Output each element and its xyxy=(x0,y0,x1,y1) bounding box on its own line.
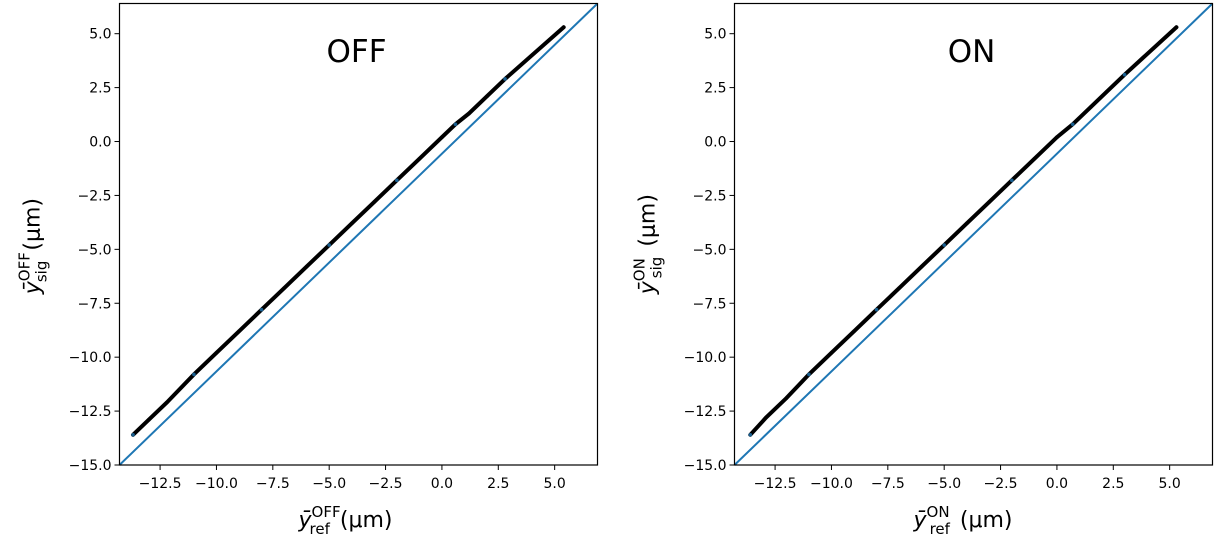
scatter-point xyxy=(165,400,169,405)
y-axis-label: ȳOFFsig(μm) xyxy=(16,198,51,295)
scatter-point xyxy=(440,135,444,140)
x-tick-label: −7.5 xyxy=(871,476,905,492)
scatter-point xyxy=(561,25,566,30)
scatter-point xyxy=(485,94,489,99)
scatter-point xyxy=(784,396,789,400)
x-axis-label: ȳON ref (μm) xyxy=(913,503,1013,538)
scatter-point xyxy=(304,264,309,269)
plot-frame xyxy=(118,2,599,466)
y-tick-label: −5.0 xyxy=(78,242,112,258)
y-tick-label: 5.0 xyxy=(89,27,111,43)
y-tick-label: −12.5 xyxy=(69,404,112,420)
scatter-point xyxy=(1070,122,1075,127)
scatter-point xyxy=(987,200,992,204)
scatter-point xyxy=(764,415,768,420)
x-tick-label: −2.5 xyxy=(369,476,403,492)
scatter-point xyxy=(417,156,422,161)
scatter-point xyxy=(147,417,151,422)
x-tick-label: −5.0 xyxy=(312,476,346,492)
x-tick-label: −12.5 xyxy=(139,476,182,492)
scatter-point xyxy=(131,433,135,437)
x-tick-label: 5.0 xyxy=(544,476,566,492)
x-tick-label: −2.5 xyxy=(984,476,1018,492)
scatter-point xyxy=(192,372,196,377)
x-tick-label: −10.0 xyxy=(810,476,853,492)
scatter-point xyxy=(1055,135,1059,140)
x-tick-label: −7.5 xyxy=(256,476,290,492)
scatter-point xyxy=(919,264,924,269)
y-tick-label: −10.0 xyxy=(684,350,727,366)
scatter-point xyxy=(259,307,264,312)
y-tick-label: −2.5 xyxy=(693,188,727,204)
x-tick-label: −12.5 xyxy=(754,476,797,492)
y-tick-label: −7.5 xyxy=(78,296,112,312)
x-tick-label: −5.0 xyxy=(927,476,961,492)
y-tick-label: 5.0 xyxy=(704,27,726,43)
x-tick-label: 5.0 xyxy=(1159,476,1181,492)
scatter-point xyxy=(214,351,219,355)
x-tick-label: 0.0 xyxy=(431,476,453,492)
y-axis-label: ȳONsig(μm) xyxy=(631,194,666,295)
y-tick-label: 2.5 xyxy=(89,81,111,97)
scatter-point xyxy=(237,329,241,334)
x-axis-label: ȳOFF ref (μm) xyxy=(298,503,393,538)
scatter-point xyxy=(453,122,458,127)
scatter-point xyxy=(1032,156,1037,161)
scatter-point xyxy=(1010,178,1014,183)
scatter-point xyxy=(1174,25,1179,30)
scatter-band xyxy=(131,25,566,437)
scatter-point xyxy=(1104,90,1109,94)
chart-title: ON xyxy=(948,34,996,70)
scatter-point xyxy=(964,221,969,226)
scatter-point xyxy=(807,372,811,377)
scatter-band xyxy=(748,25,1179,437)
y-tick-label: 0.0 xyxy=(89,135,111,151)
scatter-point xyxy=(897,286,901,290)
scatter-point xyxy=(852,329,856,334)
scatter-point xyxy=(395,178,399,183)
y-tick-label: −15.0 xyxy=(69,458,112,474)
chart-title: OFF xyxy=(326,34,386,70)
x-tick-label: 2.5 xyxy=(1102,476,1124,492)
scatter-point xyxy=(1122,72,1127,77)
scatter-point xyxy=(942,243,946,247)
identity-line-overlay xyxy=(119,3,598,466)
x-tick-label: 0.0 xyxy=(1046,476,1068,492)
scatter-point xyxy=(748,433,753,437)
scatter-point xyxy=(829,351,834,355)
scatter-point xyxy=(467,111,471,116)
scatter-point xyxy=(503,77,507,81)
y-tick-label: −7.5 xyxy=(693,296,727,312)
scatter-point xyxy=(282,286,286,290)
x-tick-label: −10.0 xyxy=(195,476,238,492)
y-tick-label: −12.5 xyxy=(684,404,727,420)
y-tick-label: −5.0 xyxy=(693,242,727,258)
y-tick-label: 0.0 xyxy=(704,135,726,151)
scatter-point xyxy=(874,307,879,312)
identity-line-overlay xyxy=(734,3,1213,466)
scatter-point xyxy=(1088,105,1093,109)
y-tick-label: −15.0 xyxy=(684,458,727,474)
y-tick-label: 2.5 xyxy=(704,81,726,97)
scatter-point xyxy=(327,243,331,247)
scatter-point xyxy=(372,200,377,204)
y-tick-label: −10.0 xyxy=(69,350,112,366)
plot-frame xyxy=(733,2,1214,466)
scatter-point xyxy=(349,221,354,226)
x-tick-label: 2.5 xyxy=(487,476,509,492)
y-tick-label: −2.5 xyxy=(78,188,112,204)
chart-panel-1: −12.5 −10.0 −7.5 −5.0 −2.5 0.0 2.5 5.0 −15.0 −12.… xyxy=(631,2,1214,538)
chart-panel-0: −12.5 −10.0 −7.5 −5.0 −2.5 0.0 2.5 5.0 −15.0 −12.… xyxy=(16,2,599,538)
